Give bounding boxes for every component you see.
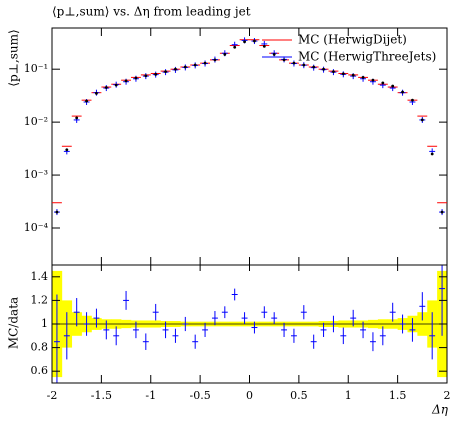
data-point	[430, 152, 434, 156]
x-tick-label: -1.5	[91, 389, 112, 402]
data-point	[104, 86, 108, 89]
ratio-y-tick-label: 1.4	[31, 270, 49, 283]
data-point	[253, 39, 256, 43]
data-point	[95, 91, 98, 95]
y-axis-label: ⟨p⊥,sum⟩	[7, 29, 21, 86]
x-tick-label: -0.5	[190, 389, 211, 402]
data-point	[213, 58, 217, 62]
data-point	[341, 72, 345, 76]
data-point	[134, 76, 138, 80]
data-point	[193, 63, 197, 67]
data-point	[332, 70, 335, 74]
data-point	[203, 61, 207, 65]
y-tick-label: 10⁻⁴	[24, 221, 49, 234]
x-tick-label: -1	[145, 389, 156, 402]
x-tick-label: 0.5	[290, 389, 308, 402]
data-point	[144, 74, 148, 78]
data-point	[302, 63, 306, 67]
y-tick-label: 10⁻³	[24, 168, 48, 181]
data-point	[223, 53, 227, 56]
data-point	[85, 99, 88, 103]
data-point	[371, 78, 375, 82]
data-point	[114, 83, 118, 87]
ratio-y-tick-label: 1	[41, 317, 48, 330]
data-point	[262, 44, 266, 48]
x-tick-label: 2	[444, 389, 451, 402]
legend-label: MC (HerwigDijet)	[298, 33, 407, 47]
ratio-y-axis-label: MC/data	[7, 297, 21, 349]
data-point	[282, 58, 286, 62]
data-point	[183, 65, 187, 69]
y-tick-label: 10⁻²	[24, 115, 48, 128]
data-point	[440, 210, 444, 214]
data-point	[351, 73, 355, 77]
data-point	[243, 40, 246, 44]
data-point	[164, 70, 167, 74]
data-point	[55, 210, 59, 214]
data-point	[391, 84, 395, 88]
legend-label: MC (HerwigThreeJets)	[298, 50, 436, 64]
data-point	[420, 118, 424, 122]
data-point	[292, 61, 296, 65]
data-point	[401, 90, 404, 94]
data-point	[233, 45, 237, 49]
main-frame	[51, 27, 448, 266]
data-point	[174, 67, 177, 71]
data-point	[65, 148, 69, 152]
y-tick-label: 10⁻¹	[24, 62, 48, 75]
data-point	[361, 75, 365, 79]
x-axis-label: Δη	[431, 403, 449, 417]
data-point	[322, 67, 325, 71]
x-tick-label: 1	[345, 389, 352, 402]
ratio-y-tick-label: 0.6	[31, 364, 49, 377]
data-point	[381, 81, 385, 85]
ratio-y-tick-label: 1.2	[31, 293, 49, 306]
data-point	[312, 65, 316, 69]
data-point	[154, 72, 158, 76]
x-tick-label: -2	[47, 389, 58, 402]
data-point	[411, 98, 414, 102]
data-point	[272, 53, 276, 56]
data-point	[124, 79, 128, 83]
data-point	[75, 116, 79, 120]
x-tick-label: 1.5	[389, 389, 407, 402]
chart-title: ⟨p⊥,sum⟩ vs. Δη from leading jet	[52, 5, 251, 19]
x-tick-label: 0	[246, 389, 253, 402]
ratio-y-tick-label: 0.8	[31, 341, 49, 354]
